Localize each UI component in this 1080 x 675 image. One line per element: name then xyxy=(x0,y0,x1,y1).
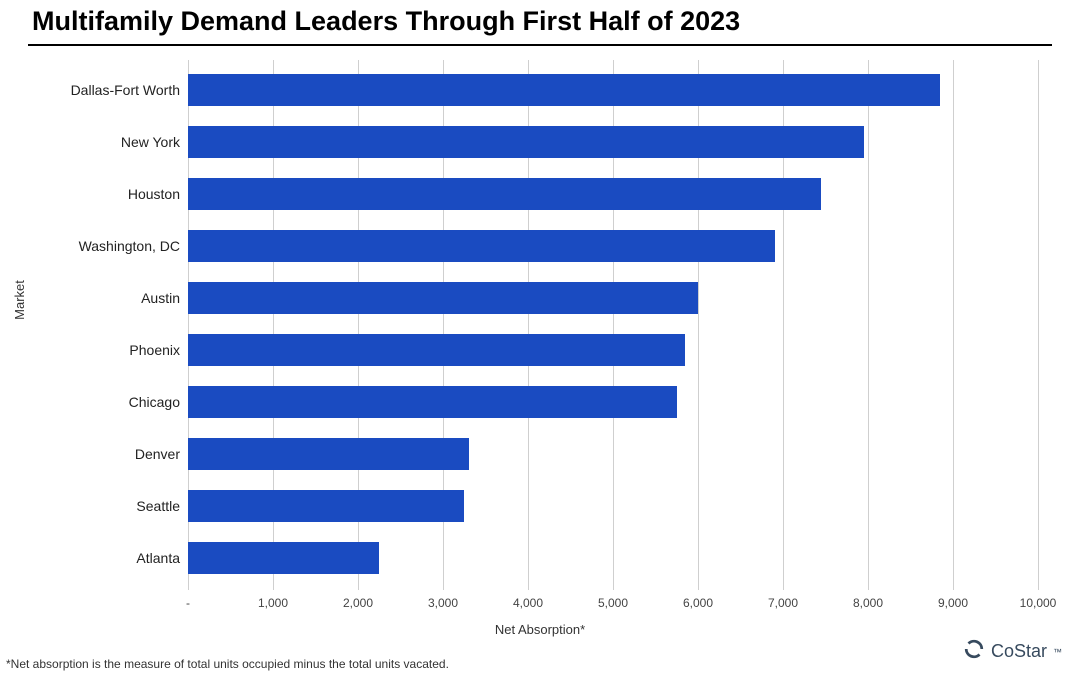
x-tick-label: 5,000 xyxy=(598,596,628,610)
plot-area: -1,0002,0003,0004,0005,0006,0007,0008,00… xyxy=(188,60,1038,590)
x-tick-label: 2,000 xyxy=(343,596,373,610)
source-logo: CoStar ™ xyxy=(963,638,1062,665)
x-tick-label: 10,000 xyxy=(1020,596,1057,610)
category-label: Chicago xyxy=(10,394,180,410)
x-tick-label: 8,000 xyxy=(853,596,883,610)
grid-line xyxy=(1038,60,1039,590)
category-label: Houston xyxy=(10,186,180,202)
x-tick-label: 9,000 xyxy=(938,596,968,610)
title-underline xyxy=(28,44,1052,46)
chart-root: Multifamily Demand Leaders Through First… xyxy=(0,0,1080,675)
footnote: *Net absorption is the measure of total … xyxy=(6,657,449,671)
trademark: ™ xyxy=(1053,647,1062,657)
category-label: Dallas-Fort Worth xyxy=(10,82,180,98)
bar xyxy=(188,490,464,522)
x-axis-title: Net Absorption* xyxy=(0,622,1080,637)
bar xyxy=(188,334,685,366)
bar xyxy=(188,438,469,470)
grid-line xyxy=(868,60,869,590)
x-tick-label: 6,000 xyxy=(683,596,713,610)
bar xyxy=(188,386,677,418)
x-tick-label: 7,000 xyxy=(768,596,798,610)
bar xyxy=(188,126,864,158)
category-label: Austin xyxy=(10,290,180,306)
category-label: Washington, DC xyxy=(10,238,180,254)
bar xyxy=(188,542,379,574)
bar xyxy=(188,282,698,314)
bar xyxy=(188,74,940,106)
costar-icon xyxy=(963,638,985,665)
category-label: Phoenix xyxy=(10,342,180,358)
x-tick-label: 3,000 xyxy=(428,596,458,610)
x-tick-label: 1,000 xyxy=(258,596,288,610)
x-tick-label: - xyxy=(186,596,190,610)
bar xyxy=(188,230,775,262)
grid-line xyxy=(953,60,954,590)
category-label: Seattle xyxy=(10,498,180,514)
x-tick-label: 4,000 xyxy=(513,596,543,610)
category-label: New York xyxy=(10,134,180,150)
chart-title: Multifamily Demand Leaders Through First… xyxy=(32,6,740,37)
category-label: Atlanta xyxy=(10,550,180,566)
bar xyxy=(188,178,821,210)
category-label: Denver xyxy=(10,446,180,462)
source-logo-text: CoStar xyxy=(991,641,1047,662)
